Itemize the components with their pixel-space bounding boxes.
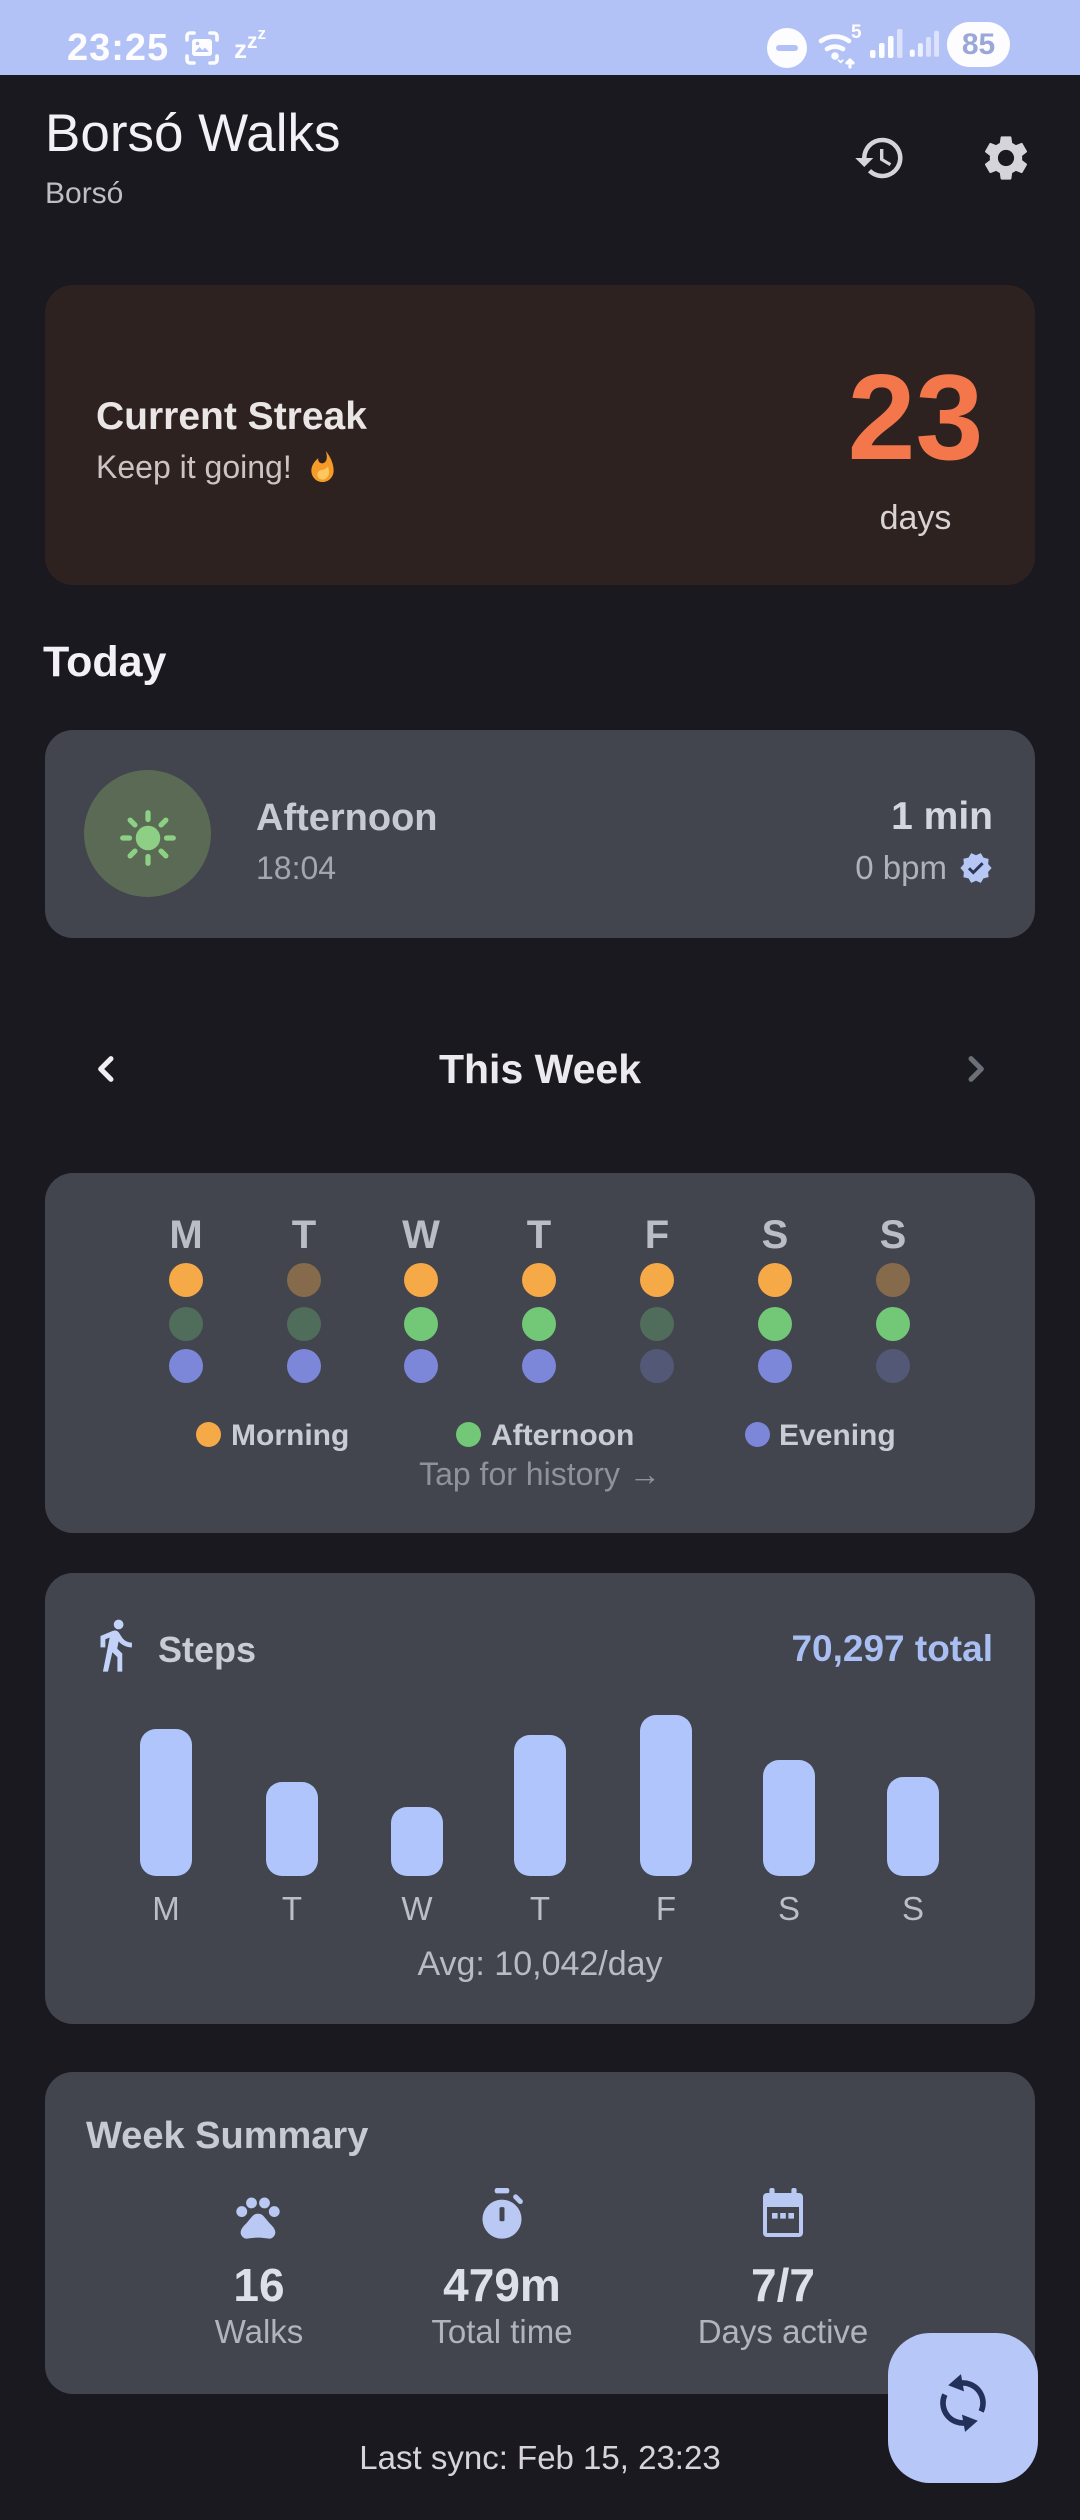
svg-text:5: 5 bbox=[851, 22, 862, 43]
